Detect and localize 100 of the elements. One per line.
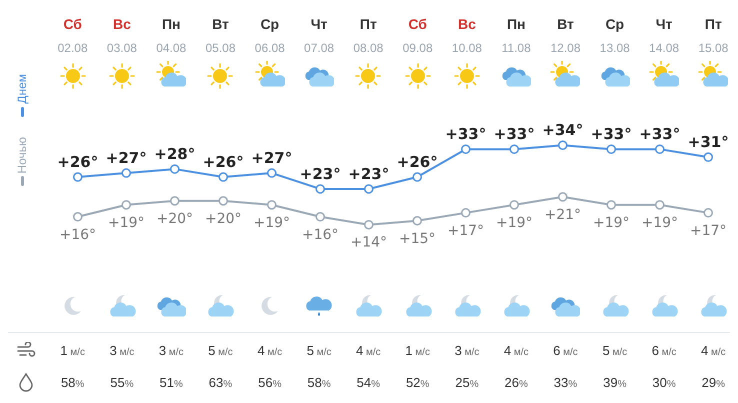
text: 33%	[554, 374, 578, 390]
text: 08.08	[353, 41, 384, 55]
text: Днем	[15, 74, 29, 104]
text: 6 м/с	[652, 342, 676, 358]
text: 5 м/с	[602, 342, 628, 358]
text: 4 м/с	[257, 342, 282, 358]
x-tick-label: Вс	[458, 16, 476, 32]
point	[122, 200, 131, 210]
data-label: +26°	[396, 153, 438, 172]
point	[704, 208, 713, 218]
point	[316, 184, 325, 194]
x-tick-label: Сб	[63, 16, 82, 32]
data-label: +26°	[202, 153, 244, 172]
point	[655, 144, 664, 154]
data-label: +19°	[496, 214, 533, 231]
data-label: +15°	[398, 230, 436, 247]
point	[655, 200, 664, 210]
point	[73, 212, 82, 222]
point	[558, 192, 568, 202]
text: 1 м/с	[405, 342, 430, 358]
data-label: +33°	[445, 125, 486, 144]
x-tick-label: Ср	[605, 16, 624, 32]
text: 5 м/с	[306, 342, 332, 358]
text: 55%	[110, 374, 134, 390]
point	[510, 200, 519, 210]
x-tick-label: Пт	[704, 16, 722, 32]
x-tick-label: Сб	[408, 16, 427, 32]
text: 58%	[60, 374, 84, 390]
data-label: +27°	[106, 149, 147, 168]
data-label: +19°	[108, 214, 145, 231]
text: 10.08	[452, 41, 482, 55]
data-label: +26°	[57, 153, 98, 172]
point	[606, 200, 616, 210]
x-tick-label: Чт	[310, 16, 328, 32]
text: 29%	[702, 374, 726, 390]
x-tick-label: Пн	[506, 16, 526, 32]
text: 26%	[504, 374, 528, 390]
text: 51%	[160, 374, 183, 390]
point	[267, 200, 276, 210]
x-tick-label: Пн	[162, 16, 180, 32]
text: 5 м/с	[208, 342, 233, 358]
point	[267, 168, 276, 178]
text: 06.08	[254, 41, 285, 55]
text: 3 м/с	[158, 342, 184, 358]
data-label: +19°	[253, 214, 290, 231]
point	[558, 140, 568, 150]
text: 52%	[406, 374, 430, 390]
data-label: +31°	[688, 133, 729, 152]
x-tick-label: Вт	[557, 16, 574, 32]
text: 15.08	[698, 41, 728, 55]
point	[510, 144, 519, 154]
point	[122, 168, 131, 178]
text: 25%	[455, 374, 479, 390]
text: 4 м/с	[701, 342, 726, 358]
text: 39%	[603, 374, 626, 390]
point	[170, 196, 180, 206]
text: 3 м/с	[110, 342, 134, 358]
data-label: +27°	[251, 149, 292, 168]
data-label: +33°	[639, 125, 680, 144]
text: 03.08	[106, 41, 137, 55]
text: 14.08	[649, 41, 680, 55]
data-label: +19°	[641, 214, 678, 231]
data-label: +20°	[156, 210, 194, 227]
text: 54%	[356, 374, 380, 390]
data-label: +34°	[542, 121, 584, 140]
data-label: +28°	[154, 145, 196, 164]
text: 13.08	[600, 41, 630, 55]
x-tick-label: Вс	[112, 16, 131, 32]
data-label: +16°	[302, 226, 339, 243]
point	[461, 208, 470, 218]
text: 07.08	[304, 41, 334, 55]
text: 02.08	[58, 41, 88, 55]
text: Ночью	[15, 136, 29, 174]
data-label: +19°	[592, 214, 630, 231]
point	[73, 172, 82, 182]
data-label: +23°	[348, 164, 390, 183]
x-tick-label: Ср	[260, 16, 280, 32]
data-label: +17°	[690, 222, 727, 239]
data-label: +17°	[447, 222, 484, 239]
data-label: +23°	[300, 164, 341, 183]
text: 11.08	[502, 41, 531, 55]
text: 4 м/с	[504, 342, 529, 358]
text: 6 м/с	[553, 342, 578, 358]
point	[704, 152, 713, 162]
point	[461, 144, 470, 154]
text: 1 м/с	[60, 342, 85, 358]
data-label: +21°	[544, 206, 582, 223]
point	[606, 144, 616, 154]
text: 12.08	[550, 41, 580, 55]
text: 09.08	[402, 41, 433, 55]
x-tick-label: Чт	[656, 16, 672, 32]
text: 4 м/с	[356, 342, 381, 358]
data-label: +14°	[350, 234, 388, 251]
text: 56%	[258, 374, 282, 390]
point	[364, 220, 374, 230]
data-label: +16°	[59, 226, 96, 243]
point	[170, 164, 180, 174]
point	[412, 172, 422, 182]
data-label: +20°	[204, 210, 242, 227]
data-label: +33°	[590, 125, 632, 144]
